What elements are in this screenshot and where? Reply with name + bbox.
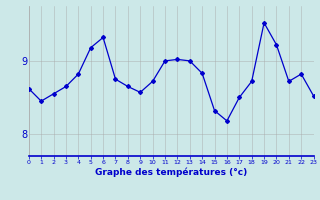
X-axis label: Graphe des températures (°c): Graphe des températures (°c) — [95, 168, 247, 177]
